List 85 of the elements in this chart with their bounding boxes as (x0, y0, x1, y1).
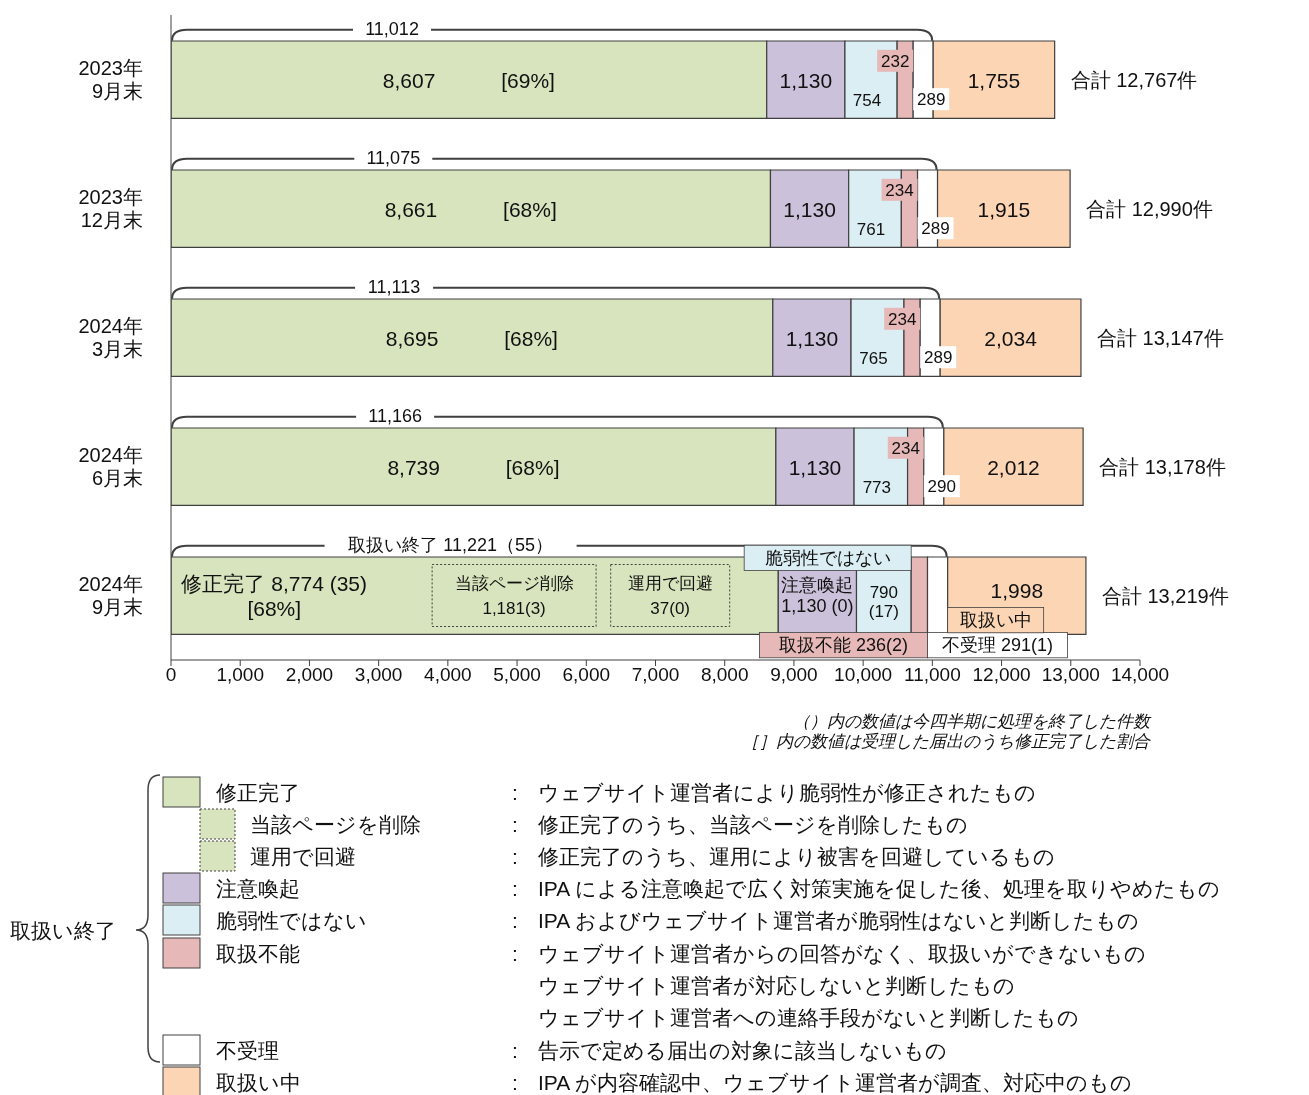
annotation: 当該ページ削除 1,181(3) (454, 573, 574, 618)
data-label: 790 (17) (868, 582, 899, 621)
y-tick-label: 2024年 9月末 (78, 573, 143, 618)
data-label: 289 (917, 89, 946, 109)
data-label: 289 (921, 218, 950, 238)
x-tick-label: 12,000 (972, 664, 1031, 686)
x-tick-label: 8,000 (700, 664, 749, 686)
annotation: 11,012 (365, 18, 419, 39)
x-tick-label: 2,000 (285, 664, 334, 686)
total-label: 合計 12,767件 (1070, 68, 1198, 91)
data-label: 8,695 [68%] (385, 326, 558, 349)
text: ウェブサイト運営者が対応しないと判断したもの (538, 973, 1015, 997)
data-label: 1,755 (967, 68, 1021, 91)
legend-label: 不受理 (216, 1038, 279, 1062)
data-label: 232 (881, 51, 910, 71)
data-label: 761 (856, 219, 886, 239)
text: ［］内の数値は受理した届出のうち修正完了した割合 (741, 732, 1150, 752)
data-label: 不受理 291(1) (941, 635, 1054, 656)
text: 当該ページを削除 (250, 812, 421, 836)
total-label: 合計 13,219件 (1101, 584, 1229, 607)
x-tick-label: 6,000 (562, 664, 611, 686)
data-label: 1,915 (977, 197, 1031, 220)
text: : 告示で定める届出の対象に該当しないもの (512, 1038, 947, 1062)
data-label: 290 (927, 476, 956, 496)
data-label: 1,130 (779, 68, 833, 91)
text: : IPA による注意喚起で広く対策実施を促した後、処理を取りやめたもの (512, 876, 1220, 900)
annotation: 脆弱性ではない (764, 547, 891, 568)
annotation: 運用で回避 37(0) (627, 573, 713, 618)
data-label: 773 (862, 477, 892, 497)
data-label: 289 (923, 347, 953, 367)
data-label: 注意喚起 1,130 (0) (781, 575, 854, 616)
data-label: 765 (859, 348, 888, 368)
data-label: 1,130 (785, 326, 839, 349)
data-label: 2,012 (987, 455, 1040, 478)
data-label: 1,130 (783, 197, 836, 220)
y-tick-label: 2024年 6月末 (78, 444, 143, 489)
data-label: 234 (891, 438, 920, 458)
x-tick-label: 10,000 (834, 664, 893, 686)
text: （）内の数値は今四半期に処理を終了した件数 (792, 712, 1150, 732)
data-label: 234 (887, 309, 917, 329)
data-label: 1,130 (788, 455, 842, 478)
annotation: 取扱い終了 11,221（55） (348, 534, 553, 555)
text: : 修正完了のうち、当該ページを削除したもの (512, 812, 968, 836)
data-label: 8,661 [68%] (384, 197, 557, 220)
x-tick-label: 0 (165, 664, 177, 686)
legend-label: 取扱い中 (216, 1070, 301, 1094)
data-label: 2,034 (984, 326, 1038, 349)
data-label: 8,739 [68%] (387, 455, 560, 478)
text: : ウェブサイト運営者からの回答がなく、取扱いができないもの (512, 941, 1146, 965)
data-label: 1,998 (990, 578, 1044, 601)
total-label: 合計 12,990件 (1086, 197, 1213, 220)
text: : ウェブサイト運営者により脆弱性が修正されたもの (512, 780, 1036, 804)
text: : 修正完了のうち、運用により被害を回避しているもの (512, 844, 1055, 868)
y-tick-label: 2023年 9月末 (78, 57, 143, 102)
x-tick-label: 7,000 (631, 664, 680, 686)
legend-label: 注意喚起 (216, 876, 300, 900)
data-label: 754 (852, 90, 882, 110)
data-label: 修正完了 8,774 (35) [68%] (181, 571, 368, 620)
x-tick-label: 1,000 (216, 664, 264, 686)
text: ウェブサイト運営者への連絡手段がないと判断したもの (538, 1005, 1079, 1029)
annotation: 11,075 (366, 147, 421, 168)
annotation: 取扱い中 (959, 610, 1032, 631)
x-tick-label: 9,000 (770, 664, 818, 686)
total-label: 合計 13,147件 (1096, 326, 1224, 349)
text: 運用で回避 (250, 844, 356, 868)
data-label: 8,607 [69%] (382, 68, 555, 91)
data-label: 取扱不能 236(2) (778, 635, 909, 656)
data-label: 234 (885, 180, 914, 200)
text: : IPA が内容確認中、ウェブサイト運営者が調査、対応中のもの (512, 1070, 1132, 1094)
text: 取扱い終了 (10, 918, 116, 942)
x-tick-label: 3,000 (354, 664, 403, 686)
y-tick-label: 2024年 3月末 (78, 315, 143, 360)
x-tick-label: 14,000 (1110, 664, 1170, 686)
legend-label: 脆弱性ではない (216, 908, 367, 932)
x-tick-label: 5,000 (493, 664, 541, 686)
x-tick-label: 11,000 (904, 664, 961, 686)
annotation: 11,113 (367, 276, 421, 297)
legend-label: 取扱不能 (216, 941, 300, 965)
x-tick-label: 13,000 (1041, 664, 1100, 686)
y-tick-label: 2023年 12月末 (78, 186, 143, 231)
annotation: 11,166 (368, 405, 422, 426)
x-tick-label: 4,000 (424, 664, 472, 686)
legend-label: 修正完了 (216, 780, 300, 804)
text: : IPA およびウェブサイト運営者が脆弱性はないと判断したもの (512, 908, 1139, 932)
total-label: 合計 13,178件 (1099, 455, 1226, 478)
